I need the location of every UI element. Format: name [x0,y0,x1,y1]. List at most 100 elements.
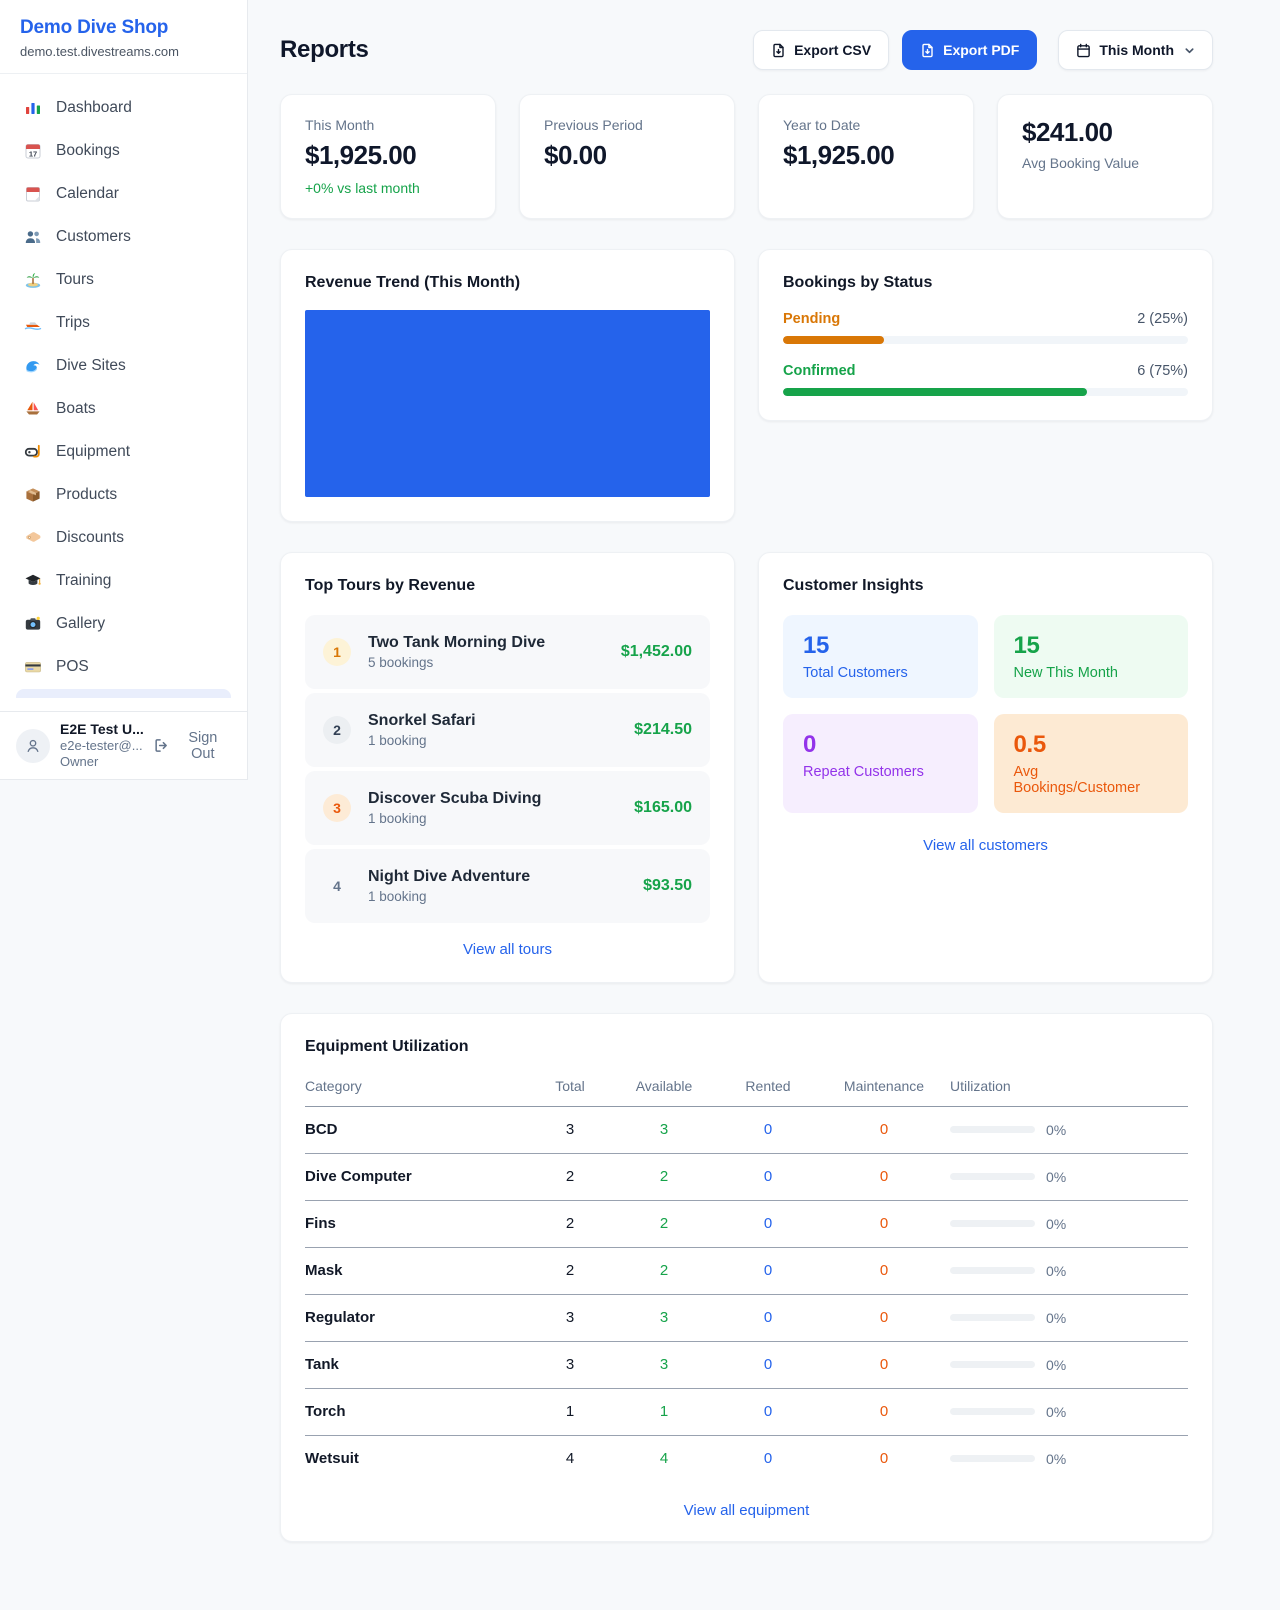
tour-bookings: 1 booking [368,889,427,904]
export-pdf-label: Export PDF [943,42,1020,58]
dive-sites-icon [26,360,40,372]
header-actions: Export CSV Export PDF This Month [753,30,1213,70]
view-all-tours-link[interactable]: View all tours [305,941,710,958]
export-csv-label: Export CSV [794,42,872,58]
status-bar-track [783,336,1188,344]
sidebar-item-bookings[interactable]: 17 Bookings [12,129,235,172]
equipment-category: Mask [305,1262,343,1279]
sidebar-item-tours[interactable]: Tours [12,258,235,301]
stat-card-previous-period: Previous Period $0.00 [519,94,735,219]
equipment-maintenance: 0 [879,1356,889,1373]
sidebar: Demo Dive Shop demo.test.divestreams.com… [0,0,248,780]
sidebar-item-calendar[interactable]: Calendar [12,172,235,215]
revenue-trend-card: Revenue Trend (This Month) [280,249,735,522]
equipment-table-body: BCD 3 3 0 0 0% Dive Computer 2 2 0 0 0% Fins 2 2 0 0 0% Ma… [305,1107,1188,1482]
equipment-available: 1 [659,1403,669,1420]
status-value: 2 (25%) [1137,311,1188,327]
rank-badge: 3 [323,794,351,822]
sidebar-item-equipment[interactable]: Equipment [12,430,235,473]
equipment-rented: 0 [763,1309,773,1326]
sidebar-item-customers[interactable]: Customers [12,215,235,258]
sidebar-item-label: Gallery [56,614,106,632]
view-all-customers-link[interactable]: View all customers [783,837,1188,854]
avatar [16,728,50,763]
insight-label: Repeat Customers [803,764,924,780]
tour-row-night-dive-adventure: 4 Night Dive Adventure 1 booking $93.50 [305,849,710,923]
user-role: Owner [60,754,99,770]
utilization-percent: 0% [1046,1356,1067,1373]
equipment-icon [24,444,40,457]
utilization-percent: 0% [1046,1215,1067,1232]
sidebar-item-label: Calendar [56,184,119,202]
equipment-maintenance: 0 [879,1309,889,1326]
tour-name: Snorkel Safari [368,712,476,729]
sidebar-item-training[interactable]: Training [12,559,235,602]
equipment-maintenance: 0 [879,1262,889,1279]
insight-tile-total-customers: 15 Total Customers [783,615,978,698]
sidebar-item-label: Dive Sites [56,356,126,374]
sidebar-item-discounts[interactable]: Discounts [12,516,235,559]
equipment-rented: 0 [763,1262,773,1279]
column-header-maintenance: Maintenance [843,1078,925,1094]
dashboard-icon [26,102,40,114]
sidebar-item-boats[interactable]: Boats [12,387,235,430]
insight-label: Total Customers [803,665,908,681]
equipment-category: Regulator [305,1309,376,1326]
insight-tile-repeat-customers: 0 Repeat Customers [783,714,978,813]
equipment-available: 3 [659,1121,669,1138]
sign-out-button[interactable]: Sign Out [154,730,231,762]
equipment-rented: 0 [763,1450,773,1467]
svg-text:17: 17 [29,149,37,158]
calendar-icon [26,186,40,201]
table-row-dive-computer: Dive Computer 2 2 0 0 0% [305,1154,1188,1201]
utilization-percent: 0% [1046,1450,1067,1467]
equipment-maintenance: 0 [879,1168,889,1185]
tour-row-two-tank-morning-dive: 1 Two Tank Morning Dive 5 bookings $1,452.0… [305,615,710,689]
bookings-by-status-title: Bookings by Status [783,274,933,291]
utilization-percent: 0% [1046,1168,1067,1185]
status-rows: Pending 2 (25%) Confirmed 6 (75%) [783,311,1188,396]
trips-icon [24,321,42,330]
sidebar-item-label: Trips [56,313,90,331]
equipment-category: Torch [305,1403,346,1420]
insight-tile-new-this-month: 15 New This Month [993,615,1188,698]
rank-badge: 1 [323,638,351,666]
stat-label: Year to Date [783,117,861,133]
top-tours-title: Top Tours by Revenue [305,577,476,594]
stat-card-this-month: This Month $1,925.00 +0% vs last month [280,94,496,219]
top-tours-card: Top Tours by Revenue 1 Two Tank Morning D… [280,552,735,983]
person-icon [27,739,39,752]
top-tours-list: 1 Two Tank Morning Dive 5 bookings $1,452.0… [305,615,710,923]
export-pdf-button[interactable]: Export PDF [902,30,1038,70]
export-csv-button[interactable]: Export CSV [753,30,890,70]
equipment-utilization-title: Equipment Utilization [305,1038,469,1055]
tours-icon [25,272,41,288]
equipment-available: 2 [659,1215,669,1232]
equipment-total: 3 [565,1309,575,1326]
sidebar-item-dive-sites[interactable]: Dive Sites [12,344,235,387]
equipment-available: 3 [659,1356,669,1373]
tour-row-snorkel-safari: 2 Snorkel Safari 1 booking $214.50 [305,693,710,767]
insight-label: Avg Bookings/Customer [1013,764,1141,796]
view-all-equipment-link[interactable]: View all equipment [305,1502,1188,1519]
sidebar-item-products[interactable]: Products [12,473,235,516]
equipment-rented: 0 [763,1403,773,1420]
file-download-icon [773,43,784,57]
sidebar-item-active-partial[interactable] [16,689,231,698]
column-header-rented: Rented [745,1078,791,1094]
equipment-maintenance: 0 [879,1450,889,1467]
table-row-bcd: BCD 3 3 0 0 0% [305,1107,1188,1154]
main-content: Reports Export CSV Export PDF [248,0,1280,1582]
equipment-utilization: 0% [950,1357,1188,1373]
sidebar-item-gallery[interactable]: Gallery [12,602,235,645]
utilization-bar [950,1455,1035,1462]
sidebar-item-label: Customers [56,227,131,245]
sidebar-item-dashboard[interactable]: Dashboard [12,86,235,129]
sidebar-item-trips[interactable]: Trips [12,301,235,344]
customer-insights-card: Customer Insights 15 Total Customers 15 New… [758,552,1213,983]
sidebar-item-pos[interactable]: POS [12,645,235,688]
tour-name: Discover Scuba Diving [368,790,542,807]
column-header-total: Total [555,1078,585,1094]
insight-tile-avg-bookings-customer: 0.5 Avg Bookings/Customer [993,714,1188,813]
period-dropdown[interactable]: This Month [1058,30,1213,70]
